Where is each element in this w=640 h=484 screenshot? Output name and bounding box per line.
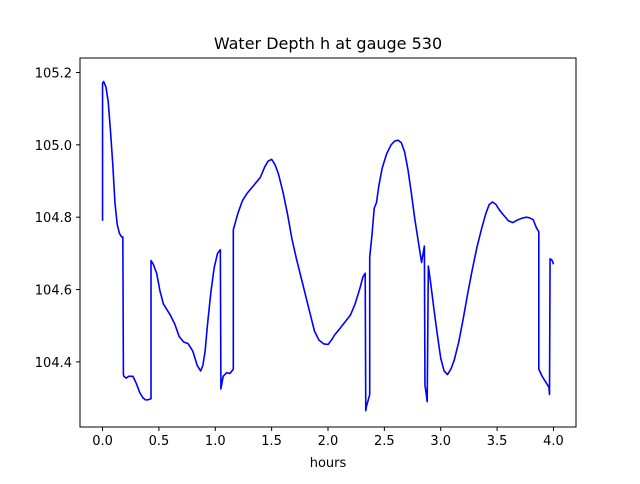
y-tick-label: 104.8 — [35, 211, 72, 226]
x-axis: 0.0 0.5 1.0 1.5 2.0 2.5 3.0 3.5 4.0 — [92, 427, 564, 449]
x-tick-label: 1.0 — [205, 434, 226, 449]
chart-title: Water Depth h at gauge 530 — [214, 34, 442, 53]
x-tick-label: 0.0 — [92, 434, 113, 449]
x-tick-label: 2.5 — [374, 434, 395, 449]
x-tick-label: 3.5 — [487, 434, 508, 449]
plot-area — [101, 80, 555, 412]
x-tick-label: 0.5 — [149, 434, 170, 449]
y-tick-label: 104.6 — [35, 284, 72, 299]
x-tick-label: 1.5 — [261, 434, 282, 449]
y-axis: 104.4 104.6 104.8 105.0 105.2 — [35, 66, 80, 371]
x-tick-label: 4.0 — [543, 434, 564, 449]
series-line-0 — [101, 80, 555, 412]
x-tick-label: 2.0 — [318, 434, 339, 449]
y-tick-label: 104.4 — [35, 356, 72, 371]
y-tick-label: 105.0 — [35, 139, 72, 154]
x-tick-label: 3.0 — [430, 434, 451, 449]
x-axis-label: hours — [310, 456, 347, 471]
y-tick-label: 105.2 — [35, 66, 72, 81]
